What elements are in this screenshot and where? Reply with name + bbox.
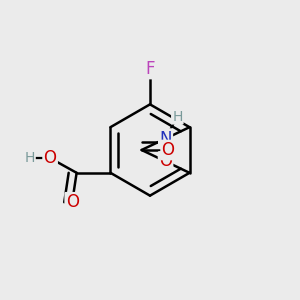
Text: N: N [159,130,172,148]
Text: O: O [66,193,79,211]
Text: O: O [44,149,57,167]
Text: O: O [159,152,172,170]
Text: F: F [145,60,155,78]
Text: H: H [172,110,182,124]
Text: O: O [162,141,175,159]
Text: H: H [24,151,35,165]
